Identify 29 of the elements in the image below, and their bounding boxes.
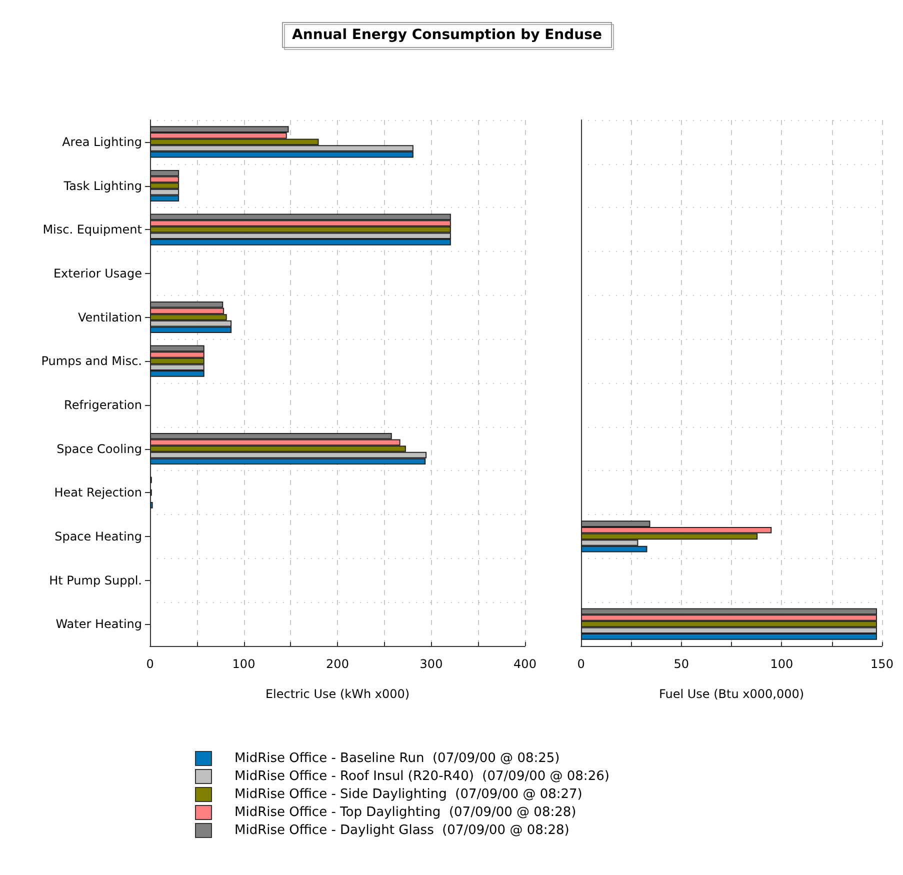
x-tick-label: 0 xyxy=(146,657,154,671)
x-tick-label: 150 xyxy=(870,657,894,671)
y-tick-label: Space Heating xyxy=(54,529,142,544)
x-tick-label: 100 xyxy=(770,657,794,671)
y-tick-label: Exterior Usage xyxy=(53,266,142,280)
x-tick-label: 50 xyxy=(674,657,689,671)
x-tick-label: 0 xyxy=(577,657,585,671)
y-tick-label: Area Lighting xyxy=(62,134,142,149)
y-tick-label: Space Cooling xyxy=(56,442,142,456)
x-tick-label: 100 xyxy=(232,657,256,671)
y-tick-label: Refrigeration xyxy=(64,398,142,412)
x-tick-label: 300 xyxy=(420,657,443,671)
legend-label: MidRise Office - Daylight Glass (07/09/00 @ 08:28) xyxy=(234,823,570,838)
y-tick-label: Pumps and Misc. xyxy=(41,354,142,368)
x-tick-label: 200 xyxy=(326,657,349,671)
legend-label: MidRise Office - Side Daylighting (07/09/00 @ 08:27) xyxy=(234,787,582,802)
chart-title: Annual Energy Consumption by Enduse xyxy=(292,27,602,43)
legend-label: MidRise Office - Roof Insul (R20-R40) (07/09/00 @ 08:26) xyxy=(234,769,610,784)
legend-label: MidRise Office - Top Daylighting (07/09/00 @ 08:28) xyxy=(234,805,576,820)
x-axis-title: Fuel Use (Btu x000,000) xyxy=(658,687,804,701)
y-tick-label: Misc. Equipment xyxy=(42,222,142,237)
y-tick-label: Heat Rejection xyxy=(54,486,142,500)
y-tick-label: Task Lighting xyxy=(62,178,142,193)
legend-label: MidRise Office - Baseline Run (07/09/00 @ 08:25) xyxy=(234,751,560,766)
y-tick-label: Water Heating xyxy=(56,617,142,632)
x-axis-title: Electric Use (kWh x000) xyxy=(265,687,410,701)
y-tick-label: Ht Pump Suppl. xyxy=(49,573,142,588)
y-tick-label: Ventilation xyxy=(78,310,142,324)
x-tick-label: 400 xyxy=(514,657,536,671)
